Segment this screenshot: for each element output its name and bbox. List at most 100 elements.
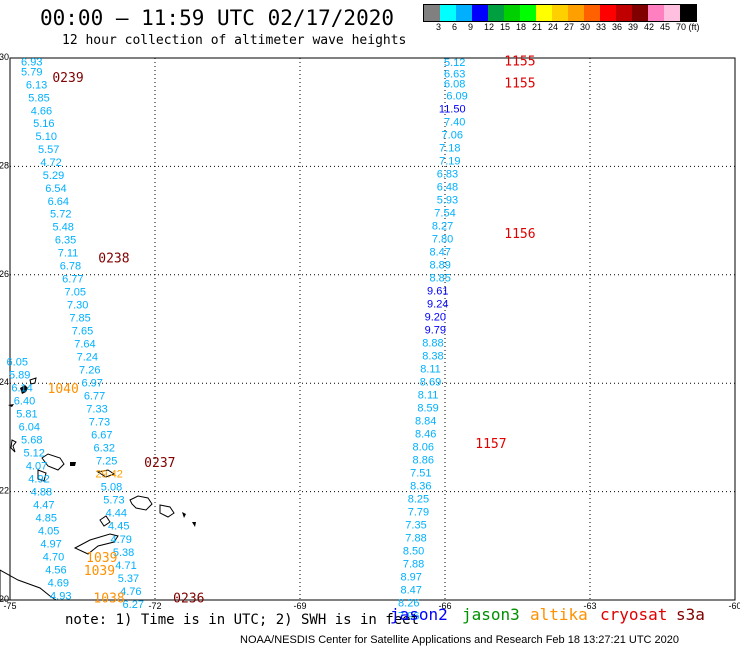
legend-s3a: s3a [676,605,705,624]
swh-value: 8.47 [400,585,421,597]
swh-value: 4.88 [31,487,52,499]
swh-value: 8.36 [410,481,431,493]
swh-value: 8.11 [418,390,439,402]
swh-value: 8.27 [432,220,453,232]
swh-value: 4.72 [40,157,61,169]
swh-value: 6.14 [11,383,32,395]
swh-value: 4.97 [40,539,61,551]
swh-value: 6.32 [94,443,115,455]
swh-value: 5.37 [118,573,139,585]
swh-value: 6.08 [444,78,465,90]
color-scale-swatch [488,5,504,21]
color-scale-swatch [664,5,680,21]
color-scale-label: 24 [548,22,559,32]
swh-value: 6.04 [19,422,40,434]
swh-value: 4.07 [26,461,47,473]
color-scale-label: 9 [468,22,474,32]
swh-value: 6.63 [444,69,465,81]
pass-time-label: 1040 [48,382,79,397]
color-scale-label: 42 [644,22,655,32]
swh-value: 6.13 [26,80,47,92]
swh-value: 6.40 [14,396,35,408]
swh-value: 29.42 [95,469,123,481]
swh-value: 6.83 [437,168,458,180]
swh-value: 7.24 [77,352,98,364]
swh-value: 4.47 [33,500,54,512]
lon-tick-label: -63 [583,601,596,611]
swh-value: 9.79 [425,325,446,337]
swh-value: 8.69 [420,377,441,389]
pass-time-label: 0238 [98,251,129,266]
swh-value: 5.10 [36,131,57,143]
map-frame [9,57,736,601]
lat-lon-grid [9,57,736,601]
lon-tick-label: -60 [728,601,740,611]
swh-value: 8.25 [408,494,429,506]
swh-value: 11.50 [439,103,466,115]
swh-value: 7.40 [444,116,465,128]
swh-value: 5.93 [437,194,458,206]
island-bahamas-5 [41,453,65,471]
color-scale-swatch [424,5,440,21]
swh-value: 5.89 [9,370,30,382]
island-cuba-east [0,569,58,601]
color-scale-swatch [584,5,600,21]
island-bahamas-1 [20,385,28,394]
lat-tick-label: 30 [0,52,9,62]
lat-tick-label: 24 [0,377,9,387]
color-scale-label: 6 [452,22,458,32]
swh-value: 6.27 [123,599,144,611]
swh-value: 6.93 [21,56,42,68]
island-inagua [99,515,111,527]
swh-value: 8.59 [417,403,438,415]
swh-value: 7.54 [434,207,455,219]
swh-value: 6.64 [48,196,69,208]
color-scale-label: 21 [532,22,543,32]
swh-value: 7.65 [72,326,93,338]
color-scale-label: 33 [596,22,607,32]
swh-value: 6.77 [62,274,83,286]
swh-value: 9.61 [427,286,448,298]
swh-value: 8.97 [400,572,421,584]
swh-value: 7.25 [96,456,117,468]
color-scale-label: 30 [580,22,591,32]
color-scale-swatch [600,5,616,21]
legend-jason3: jason3 [462,605,520,624]
page-title: 00:00 – 11:59 UTC 02/17/2020 [40,6,395,30]
swh-value: 5.16 [33,118,54,130]
swh-value: 9.20 [425,312,446,324]
swh-value: 4.76 [120,586,141,598]
swh-value: 5.73 [103,495,124,507]
swh-value: 7.85 [69,313,90,325]
color-scale-label: 36 [612,22,623,32]
swh-value: 7.96 [398,611,419,623]
color-scale-label: 45 [660,22,671,32]
color-scale-swatch [568,5,584,21]
swh-value: 8.38 [422,351,443,363]
color-scale-label: 39 [628,22,639,32]
swh-value: 8.26 [398,598,419,610]
swh-value: 4.69 [48,578,69,590]
color-scale-bar [423,4,697,22]
swh-value: 5.68 [21,435,42,447]
island-turks-caicos [129,495,153,511]
swh-value: 8.84 [415,416,436,428]
pass-time-label: 1155 [504,76,535,91]
swh-value: 8.06 [413,442,434,454]
color-scale-swatch [504,5,520,21]
swh-value: 8.85 [429,273,450,285]
swh-value: 7.19 [439,155,460,167]
island-bahamas-6 [37,469,47,482]
lat-tick-label: 28 [0,160,9,170]
swh-value: 7.11 [58,248,79,260]
swh-value: 7.33 [86,404,107,416]
swh-value: 8.88 [422,338,443,350]
pass-time-label: 1039 [86,551,117,566]
page-subtitle: 12 hour collection of altimeter wave hei… [62,33,407,48]
swh-value: 6.09 [446,90,467,102]
footer-note: note: 1) Time is in UTC; 2) SWH is in fe… [65,612,420,628]
color-scale-swatch [632,5,648,21]
swh-value: 7.18 [439,142,460,154]
color-scale-swatch [680,5,696,21]
